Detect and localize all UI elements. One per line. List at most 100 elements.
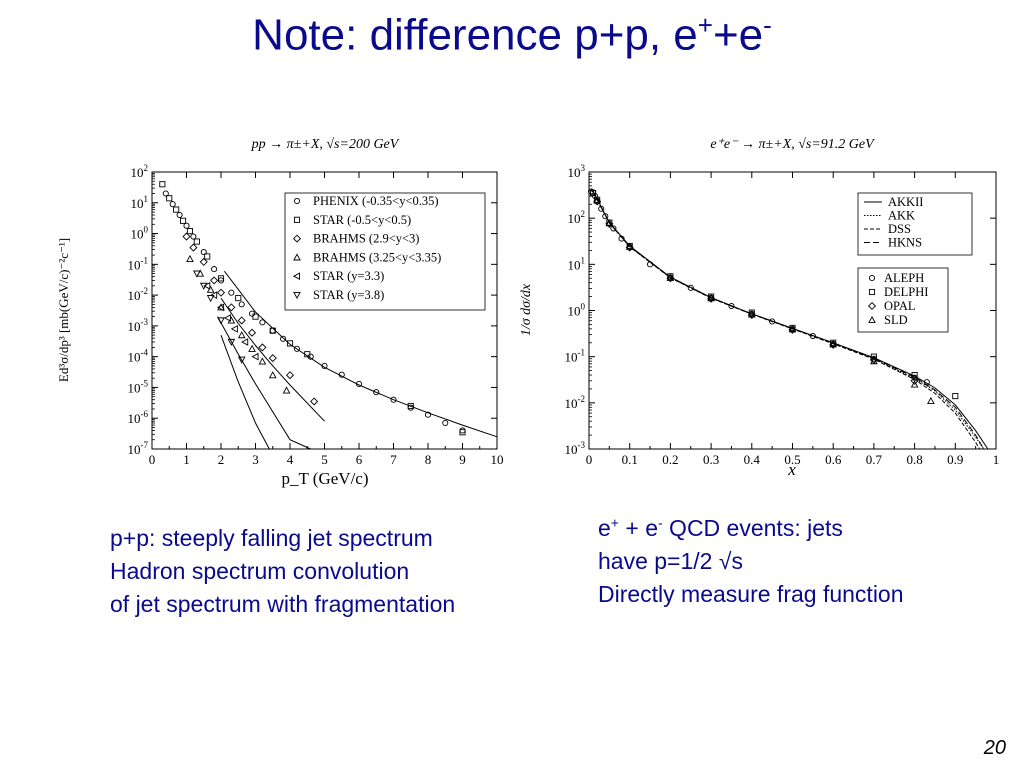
- pp-data-point: [237, 356, 246, 364]
- pp-data-point: [204, 253, 211, 260]
- ee-data-point: [666, 273, 675, 281]
- ee-data-point: [666, 274, 675, 283]
- pp-data-point: [373, 389, 380, 396]
- slide-title: Note: difference p+p, e++e-: [0, 10, 1024, 61]
- pp-x-tick-label: 10: [491, 452, 504, 467]
- ee-legend-label: ALEPH: [884, 271, 924, 285]
- pp-theory-curve: [217, 316, 311, 450]
- pp-legend-label: STAR (-0.5<y<0.5): [313, 213, 411, 227]
- pp-data-point: [310, 397, 319, 406]
- pp-data-point: [166, 195, 173, 202]
- pp-data-point: [189, 243, 198, 252]
- title-main: Note: difference p+p, e: [252, 10, 698, 60]
- pp-data-point: [259, 319, 266, 326]
- ee-data-point: [605, 219, 614, 228]
- title-plus-e: +e: [712, 10, 764, 60]
- pp-data-point: [230, 325, 238, 333]
- pp-data-point: [210, 276, 219, 285]
- pp-data-point: [338, 371, 345, 378]
- pp-data-point: [442, 419, 449, 427]
- ee-legend-label: OPAL: [884, 299, 916, 313]
- pp-legend-marker: [292, 234, 302, 243]
- ee-data-point: [870, 353, 877, 360]
- pp-data-point: [162, 190, 169, 197]
- pp-x-tick-label: 9: [459, 452, 466, 467]
- pp-x-tick-label: 8: [425, 452, 432, 467]
- ee-data-point: [707, 294, 715, 302]
- ee-legend-marker: [867, 301, 877, 311]
- text-right-line2: have p=1/2 √s: [598, 548, 743, 574]
- ee-data-point: [748, 309, 755, 316]
- ee-data-point: [625, 243, 634, 252]
- ee-data-point: [829, 340, 838, 348]
- pp-data-point: [258, 343, 267, 352]
- pp-data-point: [248, 344, 256, 352]
- pp-x-tick-label: 7: [390, 452, 397, 467]
- pp-data-point: [252, 313, 259, 320]
- ee-data-point: [590, 189, 597, 197]
- pp-data-point: [199, 257, 208, 266]
- pp-data-point: [182, 232, 191, 241]
- pp-data-point: [210, 291, 218, 299]
- pp-theory-curve: [220, 335, 270, 450]
- pp-legend-marker: [293, 291, 301, 300]
- ee-curve-legend-box: [857, 192, 973, 256]
- pp-data-point: [228, 289, 235, 296]
- pp-data-point: [159, 181, 166, 188]
- ee-x-tick-label: 1: [993, 452, 1000, 467]
- ee-data-point: [707, 294, 716, 303]
- pp-y-tick-label: 10-5: [128, 378, 149, 395]
- pp-data-point: [193, 238, 200, 245]
- pp-y-tick-label: 10-3: [128, 317, 149, 334]
- pp-data-point: [217, 275, 225, 282]
- ee-x-tick-label: 0.3: [703, 452, 719, 467]
- title-sup-plus: +: [697, 10, 713, 40]
- ee-data-point: [747, 310, 756, 320]
- ee-x-tick-label: 0.5: [784, 452, 800, 467]
- pp-x-tick-label: 3: [252, 452, 259, 467]
- ee-legend-marker: [868, 315, 876, 324]
- ee-x-tick-label: 0.1: [622, 452, 638, 467]
- pp-data-point: [280, 335, 287, 342]
- pp-data-point: [407, 402, 414, 410]
- text-right-sup-minus: -: [658, 514, 663, 531]
- pp-chart-group: 0 1 2 3 4 5 6 7 8 9 10 102 101 100 10-1 10-2 10-3 10-4 10-…: [56, 137, 504, 488]
- ee-legend-line-label: AKK: [888, 209, 915, 223]
- ee-y-tick-label: 10-1: [565, 348, 586, 365]
- pp-y-tick-label: 100: [131, 225, 149, 242]
- pp-y-axis-label: Ed³σ/dp³ [mb(GeV/c)⁻²c⁻¹]: [56, 238, 71, 382]
- title-sup-minus: -: [763, 10, 772, 40]
- text-right-line3: Directly measure frag function: [598, 581, 904, 607]
- pp-data-point: [169, 201, 176, 208]
- pp-data-point: [235, 295, 242, 302]
- ee-y-tick-label: 102: [568, 209, 586, 226]
- pp-data-point: [321, 362, 328, 369]
- text-right-sup-plus: +: [610, 514, 619, 531]
- pp-data-point: [268, 371, 277, 379]
- pp-x-tick-label: 5: [321, 452, 328, 467]
- pp-x-tick-label: 6: [356, 452, 363, 467]
- ee-data-point: [625, 242, 634, 250]
- pp-theory-curve: [220, 297, 325, 422]
- pp-data-point: [227, 338, 236, 347]
- ee-x-tick-label: 0.4: [744, 452, 761, 467]
- ee-data-point: [593, 196, 601, 204]
- ee-legend-line-label: DSS: [888, 222, 911, 236]
- ee-data-point: [910, 380, 919, 388]
- pp-data-point: [183, 222, 190, 229]
- ee-x-tick-label: 0.6: [825, 452, 842, 467]
- ee-y-tick-label: 10-2: [565, 394, 586, 411]
- pp-data-point: [176, 211, 183, 219]
- ee-x-axis-label: x: [787, 460, 796, 479]
- text-left-line3: of jet spectrum with fragmentation: [110, 591, 456, 617]
- text-right-qcd: QCD events: jets: [662, 515, 843, 541]
- ee-data-point: [927, 396, 935, 404]
- pp-data-point: [217, 303, 225, 311]
- pp-legend-box: [284, 192, 486, 311]
- ee-legend-marker: [868, 274, 876, 282]
- ee-data-point: [593, 197, 602, 206]
- pp-data-point: [282, 386, 291, 394]
- pp-legend-label: STAR (y=3.3): [313, 269, 384, 283]
- page-number: 20: [983, 737, 1006, 759]
